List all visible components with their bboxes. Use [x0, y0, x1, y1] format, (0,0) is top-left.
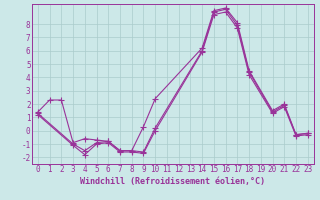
X-axis label: Windchill (Refroidissement éolien,°C): Windchill (Refroidissement éolien,°C)	[80, 177, 265, 186]
